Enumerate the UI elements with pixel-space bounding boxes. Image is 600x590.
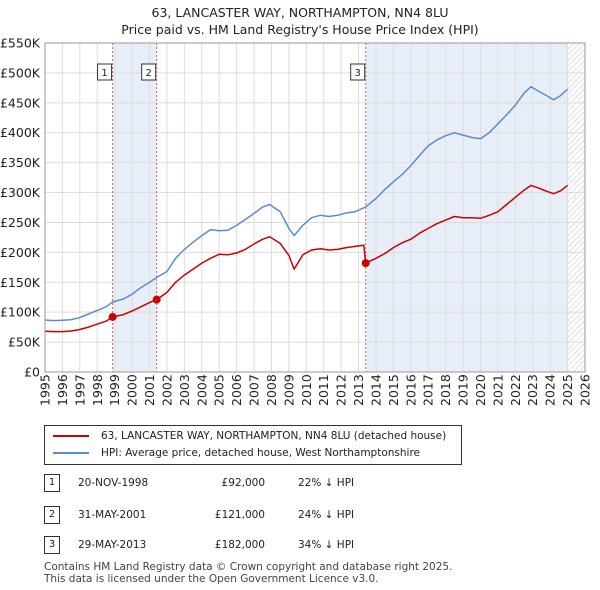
x-tick-label: 1999 <box>107 374 122 406</box>
sale-number-badge: 1 <box>44 474 60 492</box>
sale-hpi-diff: 34% ↓ HPI <box>298 539 355 551</box>
y-tick-label: £550K <box>0 36 41 51</box>
y-tick-label: £400K <box>0 125 41 140</box>
sale-hpi-diff: 22% ↓ HPI <box>298 477 355 489</box>
y-tick-label: £300K <box>0 185 41 200</box>
sale-marker-label: 1 <box>101 68 107 79</box>
x-tick-label: 2012 <box>334 374 349 406</box>
sale-point <box>108 312 117 321</box>
y-tick-label: £450K <box>0 95 41 110</box>
sale-point <box>361 259 370 268</box>
x-tick-label: 2017 <box>421 374 436 406</box>
sale-marker-box <box>97 63 113 81</box>
sale-point <box>152 295 161 304</box>
x-tick-label: 2010 <box>299 374 314 406</box>
price-chart: £0 £50K £100K £150K £200K £250K £300K £350K £400… <box>0 36 593 407</box>
x-tick-label: 1996 <box>55 374 70 406</box>
plot-area-frame <box>44 42 586 373</box>
legend-swatch-hpi <box>53 452 89 454</box>
x-tick-label: 2020 <box>473 374 488 406</box>
sale-row: 1 20-NOV-1998 £92,000 22% ↓ HPI <box>0 474 600 494</box>
y-tick-label: £150K <box>0 275 41 290</box>
x-tick-label: 2009 <box>281 374 296 406</box>
legend: 63, LANCASTER WAY, NORTHAMPTON, NN4 8LU … <box>44 425 462 465</box>
x-tick-label: 1995 <box>38 374 53 406</box>
x-tick-label: 2015 <box>386 374 401 406</box>
x-tick-label: 2019 <box>456 374 471 406</box>
x-tick-label: 2025 <box>560 374 575 406</box>
x-tick-label: 2014 <box>368 374 383 406</box>
x-tick-label: 2018 <box>438 374 453 406</box>
chart-title-line2: Price paid vs. HM Land Registry's House … <box>121 22 479 37</box>
sale-marker-label: 2 <box>145 68 151 79</box>
y-tick-label: £50K <box>8 335 41 350</box>
x-tick-label: 2007 <box>247 374 262 406</box>
y-tick-label: £350K <box>0 155 41 170</box>
x-tick-label: 2004 <box>194 374 209 406</box>
chart-title: 63, LANCASTER WAY, NORTHAMPTON, NN4 8LU … <box>0 4 600 38</box>
footer-attribution: Contains HM Land Registry data © Crown c… <box>44 561 452 585</box>
x-tick-label: 2013 <box>351 374 366 406</box>
y-tick-label: £250K <box>0 215 41 230</box>
x-tick-label: 1997 <box>72 374 87 406</box>
sale-number-badge: 2 <box>44 506 60 524</box>
x-tick-label: 2005 <box>212 374 227 406</box>
hpi-series-line <box>44 85 569 322</box>
y-tick-label: £100K <box>0 305 41 320</box>
sale-marker-box <box>350 63 366 81</box>
x-tick-label: 2011 <box>316 374 331 406</box>
ownership-band <box>365 43 568 372</box>
property-series-line <box>44 184 569 333</box>
chart-title-line1: 63, LANCASTER WAY, NORTHAMPTON, NN4 8LU <box>151 5 449 20</box>
sale-number-badge: 3 <box>44 536 60 554</box>
legend-label-hpi: HPI: Average price, detached house, West… <box>101 447 420 459</box>
sale-row: 3 29-MAY-2013 £182,000 34% ↓ HPI <box>0 536 600 556</box>
y-tick-label: £0 <box>24 365 40 380</box>
legend-swatch-property <box>53 435 89 437</box>
x-tick-label: 2001 <box>142 374 157 406</box>
x-tick-label: 1998 <box>90 374 105 406</box>
x-tick-label: 2000 <box>125 374 140 406</box>
x-tick-label: 2026 <box>578 374 593 406</box>
legend-item-hpi: HPI: Average price, detached house, West… <box>53 445 420 461</box>
x-tick-label: 2016 <box>403 374 418 406</box>
y-tick-label: £200K <box>0 245 41 260</box>
footer-line1: Contains HM Land Registry data © Crown c… <box>44 561 453 573</box>
sale-row: 2 31-MAY-2001 £121,000 24% ↓ HPI <box>0 506 600 526</box>
legend-label-property: 63, LANCASTER WAY, NORTHAMPTON, NN4 8LU … <box>101 430 447 442</box>
sale-price: £92,000 <box>221 477 265 489</box>
forecast-hatch <box>567 43 585 372</box>
x-tick-label: 2002 <box>159 374 174 406</box>
sale-hpi-diff: 24% ↓ HPI <box>298 509 355 521</box>
sale-marker-label: 3 <box>355 68 361 79</box>
ownership-band <box>112 43 157 372</box>
sale-date: 20-NOV-1998 <box>78 477 149 489</box>
sale-price: £121,000 <box>214 509 265 521</box>
x-tick-label: 2006 <box>229 374 244 406</box>
x-tick-label: 2022 <box>508 374 523 406</box>
footer-line2: This data is licensed under the Open Gov… <box>44 573 379 585</box>
x-tick-label: 2024 <box>543 374 558 406</box>
x-tick-label: 2003 <box>177 374 192 406</box>
x-tick-label: 2008 <box>264 374 279 406</box>
x-tick-label: 2021 <box>490 374 505 406</box>
y-tick-label: £500K <box>0 65 41 80</box>
sale-date: 31-MAY-2001 <box>78 509 147 521</box>
x-tick-label: 2023 <box>525 374 540 406</box>
sale-price: £182,000 <box>214 539 265 551</box>
sale-marker-box <box>141 63 157 81</box>
legend-item-property: 63, LANCASTER WAY, NORTHAMPTON, NN4 8LU … <box>53 428 446 444</box>
sale-date: 29-MAY-2013 <box>78 539 147 551</box>
